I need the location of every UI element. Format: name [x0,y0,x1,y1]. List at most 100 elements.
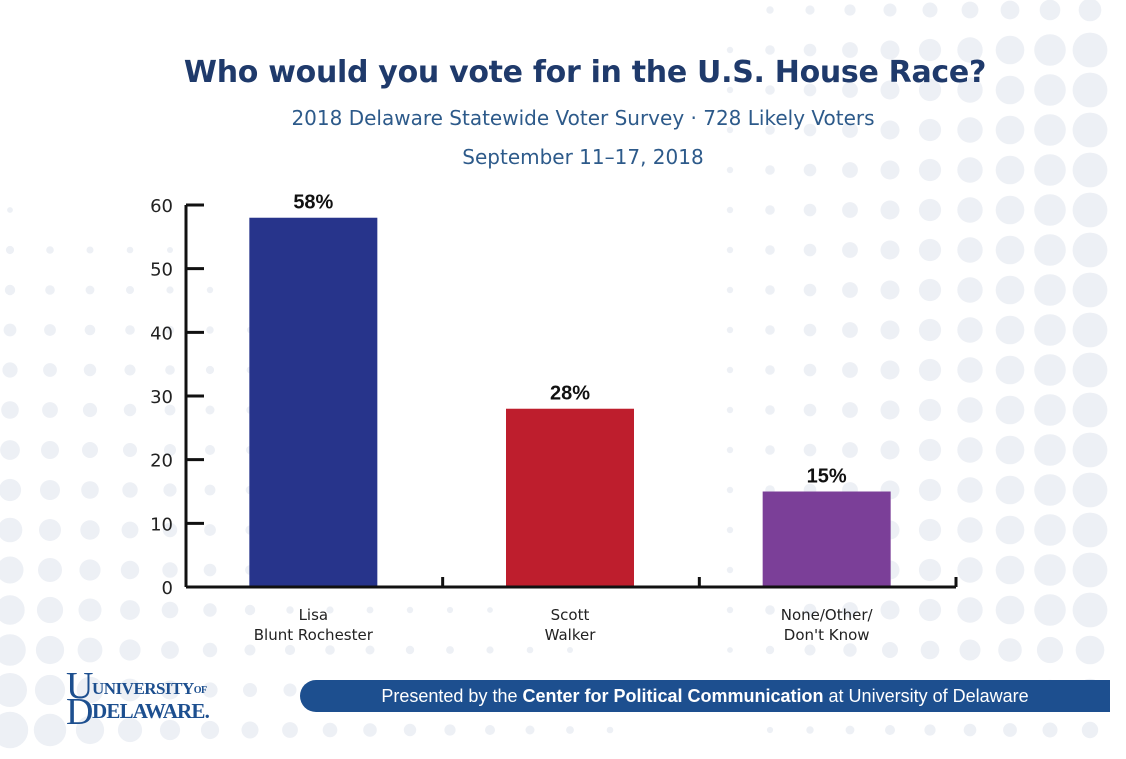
bg-dot [525,725,535,735]
bg-dot [880,600,900,620]
bg-dot [765,125,775,135]
bg-dot [995,275,1025,305]
bg-dot [842,442,858,458]
bg-dot [957,197,983,223]
bg-dot [995,75,1025,105]
bg-dot [526,646,534,654]
bg-dot [957,397,983,423]
bg-dot [766,6,774,14]
bg-dot [726,406,734,414]
university-logo: U UNIVERSITYOF D DELAWARE. [66,668,210,728]
bg-dot [765,325,775,335]
bg-dot [806,726,814,734]
bg-dot [161,601,179,619]
bg-dot [284,644,296,656]
bg-dot [44,324,56,336]
bg-dot [726,486,734,494]
logo-line2: DELAWARE. [92,699,210,723]
bg-dot [363,723,377,737]
footer-banner: Presented by the Center for Political Co… [300,680,1110,712]
bg-dot [995,555,1025,585]
bg-dot [1034,314,1066,346]
bg-dot [803,243,817,257]
bg-dot [1000,0,1020,20]
logo-d: D [66,691,93,728]
bg-dot [120,560,140,580]
bar-data-label: 15% [807,466,847,488]
bg-dot [882,642,898,658]
bar-data-label: 58% [293,192,333,214]
bg-dot [1072,592,1108,628]
bg-dot [205,405,215,415]
bg-dot [842,242,858,258]
bg-dot [485,725,495,735]
bg-dot [918,478,942,502]
bg-dot [1034,474,1066,506]
bg-dot [117,717,143,743]
bg-dot [0,556,24,584]
bg-dot [161,641,179,659]
bg-dot [1072,152,1108,188]
y-tick-label: 60 [150,196,173,217]
bg-dot [1075,635,1105,665]
bg-dot [1072,392,1108,428]
bg-dot [82,442,98,458]
bg-dot [726,246,734,254]
bg-dot [486,646,494,654]
bg-dot [0,711,29,749]
bg-dot [159,719,181,741]
bg-dot [122,482,138,498]
bg-dot [206,326,214,334]
bg-dot [1034,594,1066,626]
bg-dot [918,558,942,582]
bg-dot [446,646,454,654]
bg-dot [803,603,817,617]
bg-dot [918,198,942,222]
bg-dot [842,202,858,218]
bg-dot [918,78,942,102]
bg-dot [918,158,942,182]
bg-dot [880,80,900,100]
bg-dot [165,365,175,375]
bg-dot [41,441,59,459]
bg-dot [1034,434,1066,466]
bg-dot [765,605,775,615]
bg-dot [957,517,983,543]
bg-dot [1072,192,1108,228]
chart-title: Who would you vote for in the U.S. House… [183,55,987,90]
bg-dot [5,245,15,255]
bg-dot [202,682,218,698]
bg-dot [85,285,95,295]
bg-dot [164,404,176,416]
bg-dot [205,365,215,375]
bg-dot [765,405,775,415]
bg-dot [918,38,942,62]
bg-dot [286,606,294,614]
bg-dot [403,723,417,737]
chart-subtitle: 2018 Delaware Statewide Voter Survey · 7… [291,106,875,130]
bg-dot [1042,722,1058,738]
bg-dot [283,683,297,697]
bg-dot [243,683,257,697]
bg-dot [726,166,734,174]
bg-dot [76,676,104,704]
bg-dot [203,603,217,617]
bg-dot [845,725,855,735]
bg-dot [995,235,1025,265]
bg-dot [1072,512,1108,548]
bg-dot [46,246,54,254]
bg-dot [727,647,733,653]
bg-dot [765,445,775,455]
bg-dot [803,403,817,417]
bg-dot [803,123,817,137]
bg-dot [842,162,858,178]
bg-dot [162,562,178,578]
bg-dot [1034,514,1066,546]
bg-dot [1072,72,1108,108]
bg-dot [922,2,938,18]
bg-dot [844,4,856,16]
bg-dot [167,247,173,253]
bg-dot [1039,0,1061,21]
bar [506,408,634,586]
bg-dot [842,122,858,138]
